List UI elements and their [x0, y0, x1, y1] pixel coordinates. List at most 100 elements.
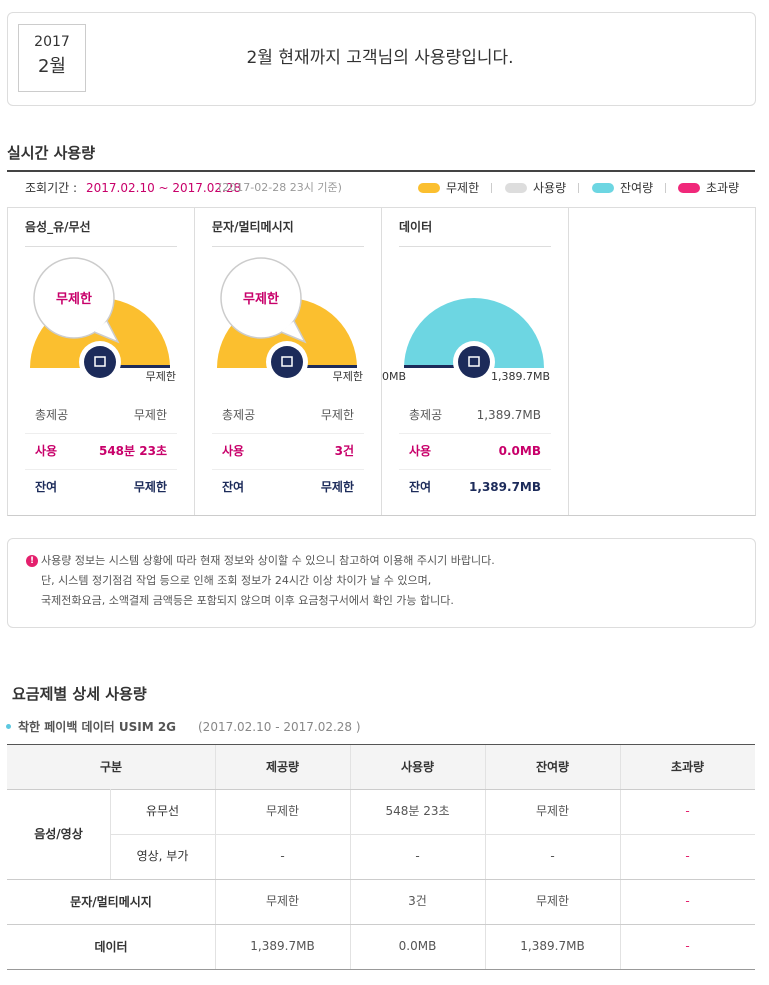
- sub-label: 유무선: [145, 804, 180, 818]
- usage-value: 3건: [334, 444, 354, 458]
- legend-swatch: [505, 183, 527, 193]
- card-title: 문자/멀티메시지: [212, 220, 294, 234]
- table-header: 구분: [99, 760, 123, 774]
- group-label: 데이터: [94, 939, 128, 954]
- usage-value: 0.0MB: [498, 444, 541, 458]
- usage-label: 잔여: [222, 480, 245, 494]
- summary-message: 2월 현재까지 고객님의 사용량입니다.: [246, 48, 514, 68]
- usage-label: 총제공: [409, 408, 443, 422]
- col-divider: [620, 745, 621, 969]
- usage-label: 잔여: [409, 480, 432, 494]
- usage-value: 무제한: [320, 480, 354, 494]
- row-divider: [7, 879, 755, 880]
- row-divider: [110, 834, 755, 835]
- card-title: 음성_유/무선: [25, 220, 91, 234]
- notice-line: 사용량 정보는 시스템 상황에 따라 현재 정보와 상이할 수 있으니 참고하여…: [41, 554, 495, 567]
- usage-label: 사용: [409, 444, 432, 458]
- sub-label: 영상, 부가: [136, 849, 189, 863]
- calendar: [18, 24, 86, 92]
- gauge-icon-glyph: [94, 356, 106, 367]
- row-divider: [7, 789, 755, 790]
- usage-value: 무제한: [320, 408, 354, 422]
- table-cell: 무제한: [535, 894, 570, 908]
- table-header: 제공량: [265, 760, 300, 774]
- table-header: 잔여량: [535, 760, 570, 774]
- gauge-left-label: 0MB: [382, 370, 407, 383]
- bubble-tail: [93, 320, 120, 344]
- table-header-bg: [7, 745, 755, 789]
- usage-label: 사용: [35, 444, 58, 458]
- legend-label: 사용량: [533, 181, 567, 195]
- divider: [381, 207, 382, 515]
- table-cell: 1,389.7MB: [250, 939, 315, 953]
- table-cell: 1,389.7MB: [520, 939, 585, 953]
- col-divider: [485, 745, 486, 969]
- bubble-text: 무제한: [56, 291, 92, 307]
- legend-label: 초과량: [706, 181, 740, 195]
- legend-label: 잔여량: [620, 181, 654, 195]
- card-underline: [212, 246, 364, 247]
- notice-icon: !: [26, 555, 38, 567]
- table-header: 초과량: [670, 760, 705, 774]
- section-title: 실시간 사용량: [7, 144, 96, 162]
- table-cell: -: [280, 849, 285, 863]
- cards-frame: [7, 207, 756, 516]
- period: 2017.02.10 ~ 2017.02.28: [86, 181, 242, 195]
- usage-label: 잔여: [35, 480, 58, 494]
- legend-swatch: [678, 183, 700, 193]
- legend-swatch: [418, 183, 440, 193]
- group-label: 문자/멀티메시지: [70, 894, 152, 909]
- legend-swatch: [592, 183, 614, 193]
- usage-value: 548분 23초: [98, 444, 167, 458]
- table-cell: 548분 23초: [385, 804, 450, 818]
- gauge-right-label: 무제한: [145, 370, 176, 383]
- gauge-icon: [271, 346, 303, 378]
- table-cell: 3건: [408, 894, 427, 908]
- gauge-icon: [84, 346, 116, 378]
- card-underline: [399, 246, 551, 247]
- table-cell: -: [685, 894, 690, 908]
- gauge-base: [100, 365, 170, 368]
- divider: [568, 207, 569, 515]
- period-label: 조회기간 :: [25, 181, 78, 195]
- bubble-tail: [280, 320, 307, 344]
- table-cell: 무제한: [265, 804, 300, 818]
- divider: [7, 170, 755, 172]
- table-cell: -: [550, 849, 555, 863]
- section-title: 요금제별 상세 사용량: [12, 685, 147, 703]
- gauge-right-label: 1,389.7MB: [490, 370, 550, 383]
- divider: [194, 207, 195, 515]
- legend-separator: [665, 183, 666, 193]
- gauge-right-label: 무제한: [332, 370, 363, 383]
- plan-name: 착한 페이백 데이터 USIM 2G: [18, 720, 177, 734]
- group-label: 음성/영상: [34, 827, 83, 841]
- notice-box: [7, 538, 756, 628]
- usage-value: 무제한: [133, 480, 167, 494]
- notice-line: 국제전화요금, 소액결제 금액등은 포함되지 않으며 이후 요금청구서에서 확인…: [41, 594, 454, 607]
- col-divider: [215, 745, 216, 969]
- legend-separator: [491, 183, 492, 193]
- gauge-base: [287, 365, 357, 368]
- table-top: [7, 744, 755, 745]
- legend-separator: [578, 183, 579, 193]
- plan-period: (2017.02.10 - 2017.02.28 ): [198, 720, 361, 734]
- table-cell: -: [685, 804, 690, 818]
- row-divider: [212, 433, 364, 434]
- row-divider: [25, 469, 177, 470]
- table-bottom: [7, 969, 755, 970]
- notice-line: 단, 시스템 정기점검 작업 등으로 인해 조회 정보가 24시간 이상 차이가…: [41, 574, 432, 587]
- table-header: 사용량: [400, 760, 435, 774]
- gauge-icon-glyph: [281, 356, 293, 367]
- table-cell: 0.0MB: [398, 939, 437, 953]
- table-cell: -: [415, 849, 420, 863]
- card-title: 데이터: [399, 220, 433, 234]
- gauge: 무제한: [30, 257, 170, 383]
- gauge-icon: [458, 346, 490, 378]
- gauge: 무제한: [217, 257, 357, 383]
- usage-label: 총제공: [222, 408, 256, 422]
- usage-value: 1,389.7MB: [476, 408, 541, 422]
- table-cell: -: [685, 939, 690, 953]
- month: 2월: [37, 56, 66, 77]
- period-basis: (2017-02-28 23시 기준): [218, 181, 342, 194]
